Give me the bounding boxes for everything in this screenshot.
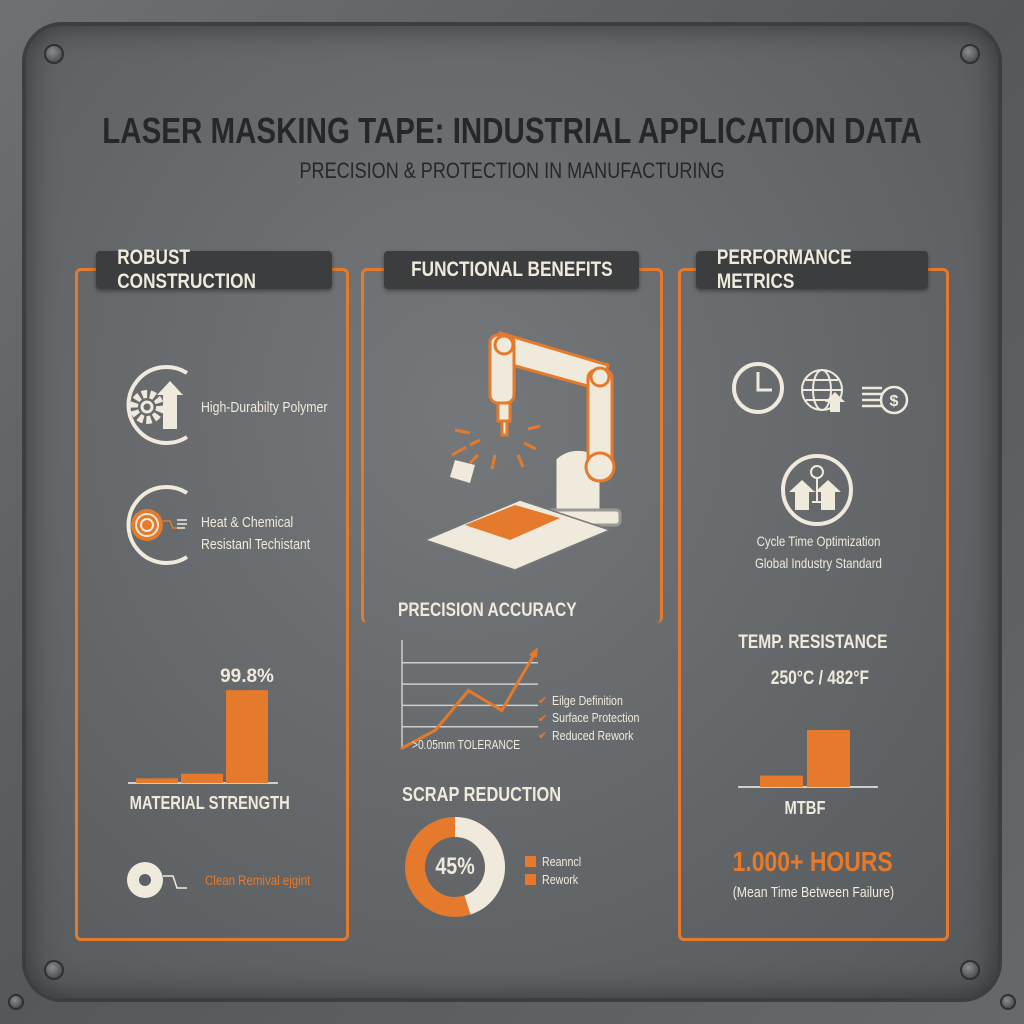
temp-value: 250°C / 482°F xyxy=(770,668,870,689)
clock-icon xyxy=(732,362,784,414)
feature-label: Heat & Chemical xyxy=(201,514,294,531)
metric-line: Cycle Time Optimization xyxy=(756,533,880,549)
mtbf-note: (Mean Time Between Failure) xyxy=(732,884,894,901)
temp-heading: TEMP. RESISTANCE xyxy=(738,632,888,653)
tape-icon xyxy=(127,862,187,898)
legend-swatch xyxy=(525,873,536,885)
rivet-icon xyxy=(44,44,64,64)
clean-removal-label: Clean Remival ejgint xyxy=(205,872,311,888)
globe-upload-icon xyxy=(801,369,845,412)
data-point xyxy=(467,689,470,693)
check-icon: ✔ xyxy=(538,695,548,708)
metric-line: Global Industry Standard xyxy=(754,555,882,571)
checklist-item: ✔ Reduced Rework xyxy=(538,727,655,745)
legend-label: Reanncl xyxy=(542,853,582,869)
bar xyxy=(226,690,268,783)
check-icon: ✔ xyxy=(538,712,548,725)
feature-label: High-Durabilty Polymer xyxy=(201,399,328,416)
metric-icons: $ xyxy=(732,362,909,415)
rivet-icon xyxy=(960,960,980,980)
tape-roll-icon xyxy=(126,485,189,565)
rivet-icon xyxy=(1000,994,1016,1010)
legend-item: Rework xyxy=(525,870,590,888)
donut-legend: Reanncl Rework xyxy=(525,852,590,888)
donut-slice xyxy=(405,817,471,917)
bar-data-label: 99.8% xyxy=(220,666,274,687)
checklist-item: ✔ Eilge Definition xyxy=(538,692,655,710)
checklist-item: ✔ Surface Protection xyxy=(538,710,655,728)
svg-text:$: $ xyxy=(890,393,899,410)
legend-swatch xyxy=(525,855,536,867)
gear-arrow-icon xyxy=(126,365,189,445)
data-point xyxy=(400,746,404,750)
series-line xyxy=(401,652,537,750)
rivet-icon xyxy=(960,44,980,64)
bar xyxy=(181,773,223,783)
scrap-donut-chart xyxy=(405,817,505,917)
legend-item: Reanncl xyxy=(525,852,590,870)
tolerance-annotation: >0.05mm TOLERANCE xyxy=(412,738,521,752)
rivet-icon xyxy=(44,960,64,980)
feature-label: Resistanl Techistant xyxy=(201,536,311,553)
benefit-checklist: ✔ Eilge Definition ✔ Surface Protection ✔ Red… xyxy=(538,692,655,745)
mtbf-chart xyxy=(738,730,878,788)
mtbf-hours: 1.000+ HOURS xyxy=(732,846,894,877)
data-point xyxy=(500,708,504,712)
robot-laser-arm-icon xyxy=(422,331,622,571)
data-point xyxy=(433,728,437,732)
page-subtitle: PRECISION & PROTECTION IN MANUFACTURING xyxy=(299,158,725,183)
checklist-label: Surface Protection xyxy=(552,711,640,726)
coins-dollar-icon: $ xyxy=(862,385,909,415)
bar xyxy=(807,730,850,787)
panel-heading: PERFORMANCE METRICS xyxy=(696,246,928,293)
axis-label: MTBF xyxy=(784,798,826,818)
panel-heading: FUNCTIONAL BENEFITS xyxy=(384,251,639,289)
arrows-up-circle-icon xyxy=(781,454,853,526)
check-icon: ✔ xyxy=(538,730,548,743)
legend-label: Rework xyxy=(542,871,579,887)
checklist-label: Eilge Definition xyxy=(552,693,624,708)
donut-slice xyxy=(454,817,505,915)
bar xyxy=(760,775,803,787)
checklist-label: Reduced Rework xyxy=(552,728,634,743)
axis-label: MATERIAL STRENGTH xyxy=(129,793,291,813)
arrowhead xyxy=(529,647,538,659)
panel-heading: ROBUST CONSTRUCTION xyxy=(96,246,332,293)
rivet-icon xyxy=(8,994,24,1010)
precision-line-chart xyxy=(400,640,538,750)
bar xyxy=(136,778,178,783)
page-title: LASER MASKING TAPE: INDUSTRIAL APPLICATI… xyxy=(102,110,922,151)
donut-center-label: 45% xyxy=(435,853,475,880)
scrap-heading: SCRAP REDUCTION xyxy=(402,784,562,806)
precision-heading: PRECISION ACCURACY xyxy=(398,600,577,621)
material-strength-chart: 99.8% xyxy=(128,666,278,784)
